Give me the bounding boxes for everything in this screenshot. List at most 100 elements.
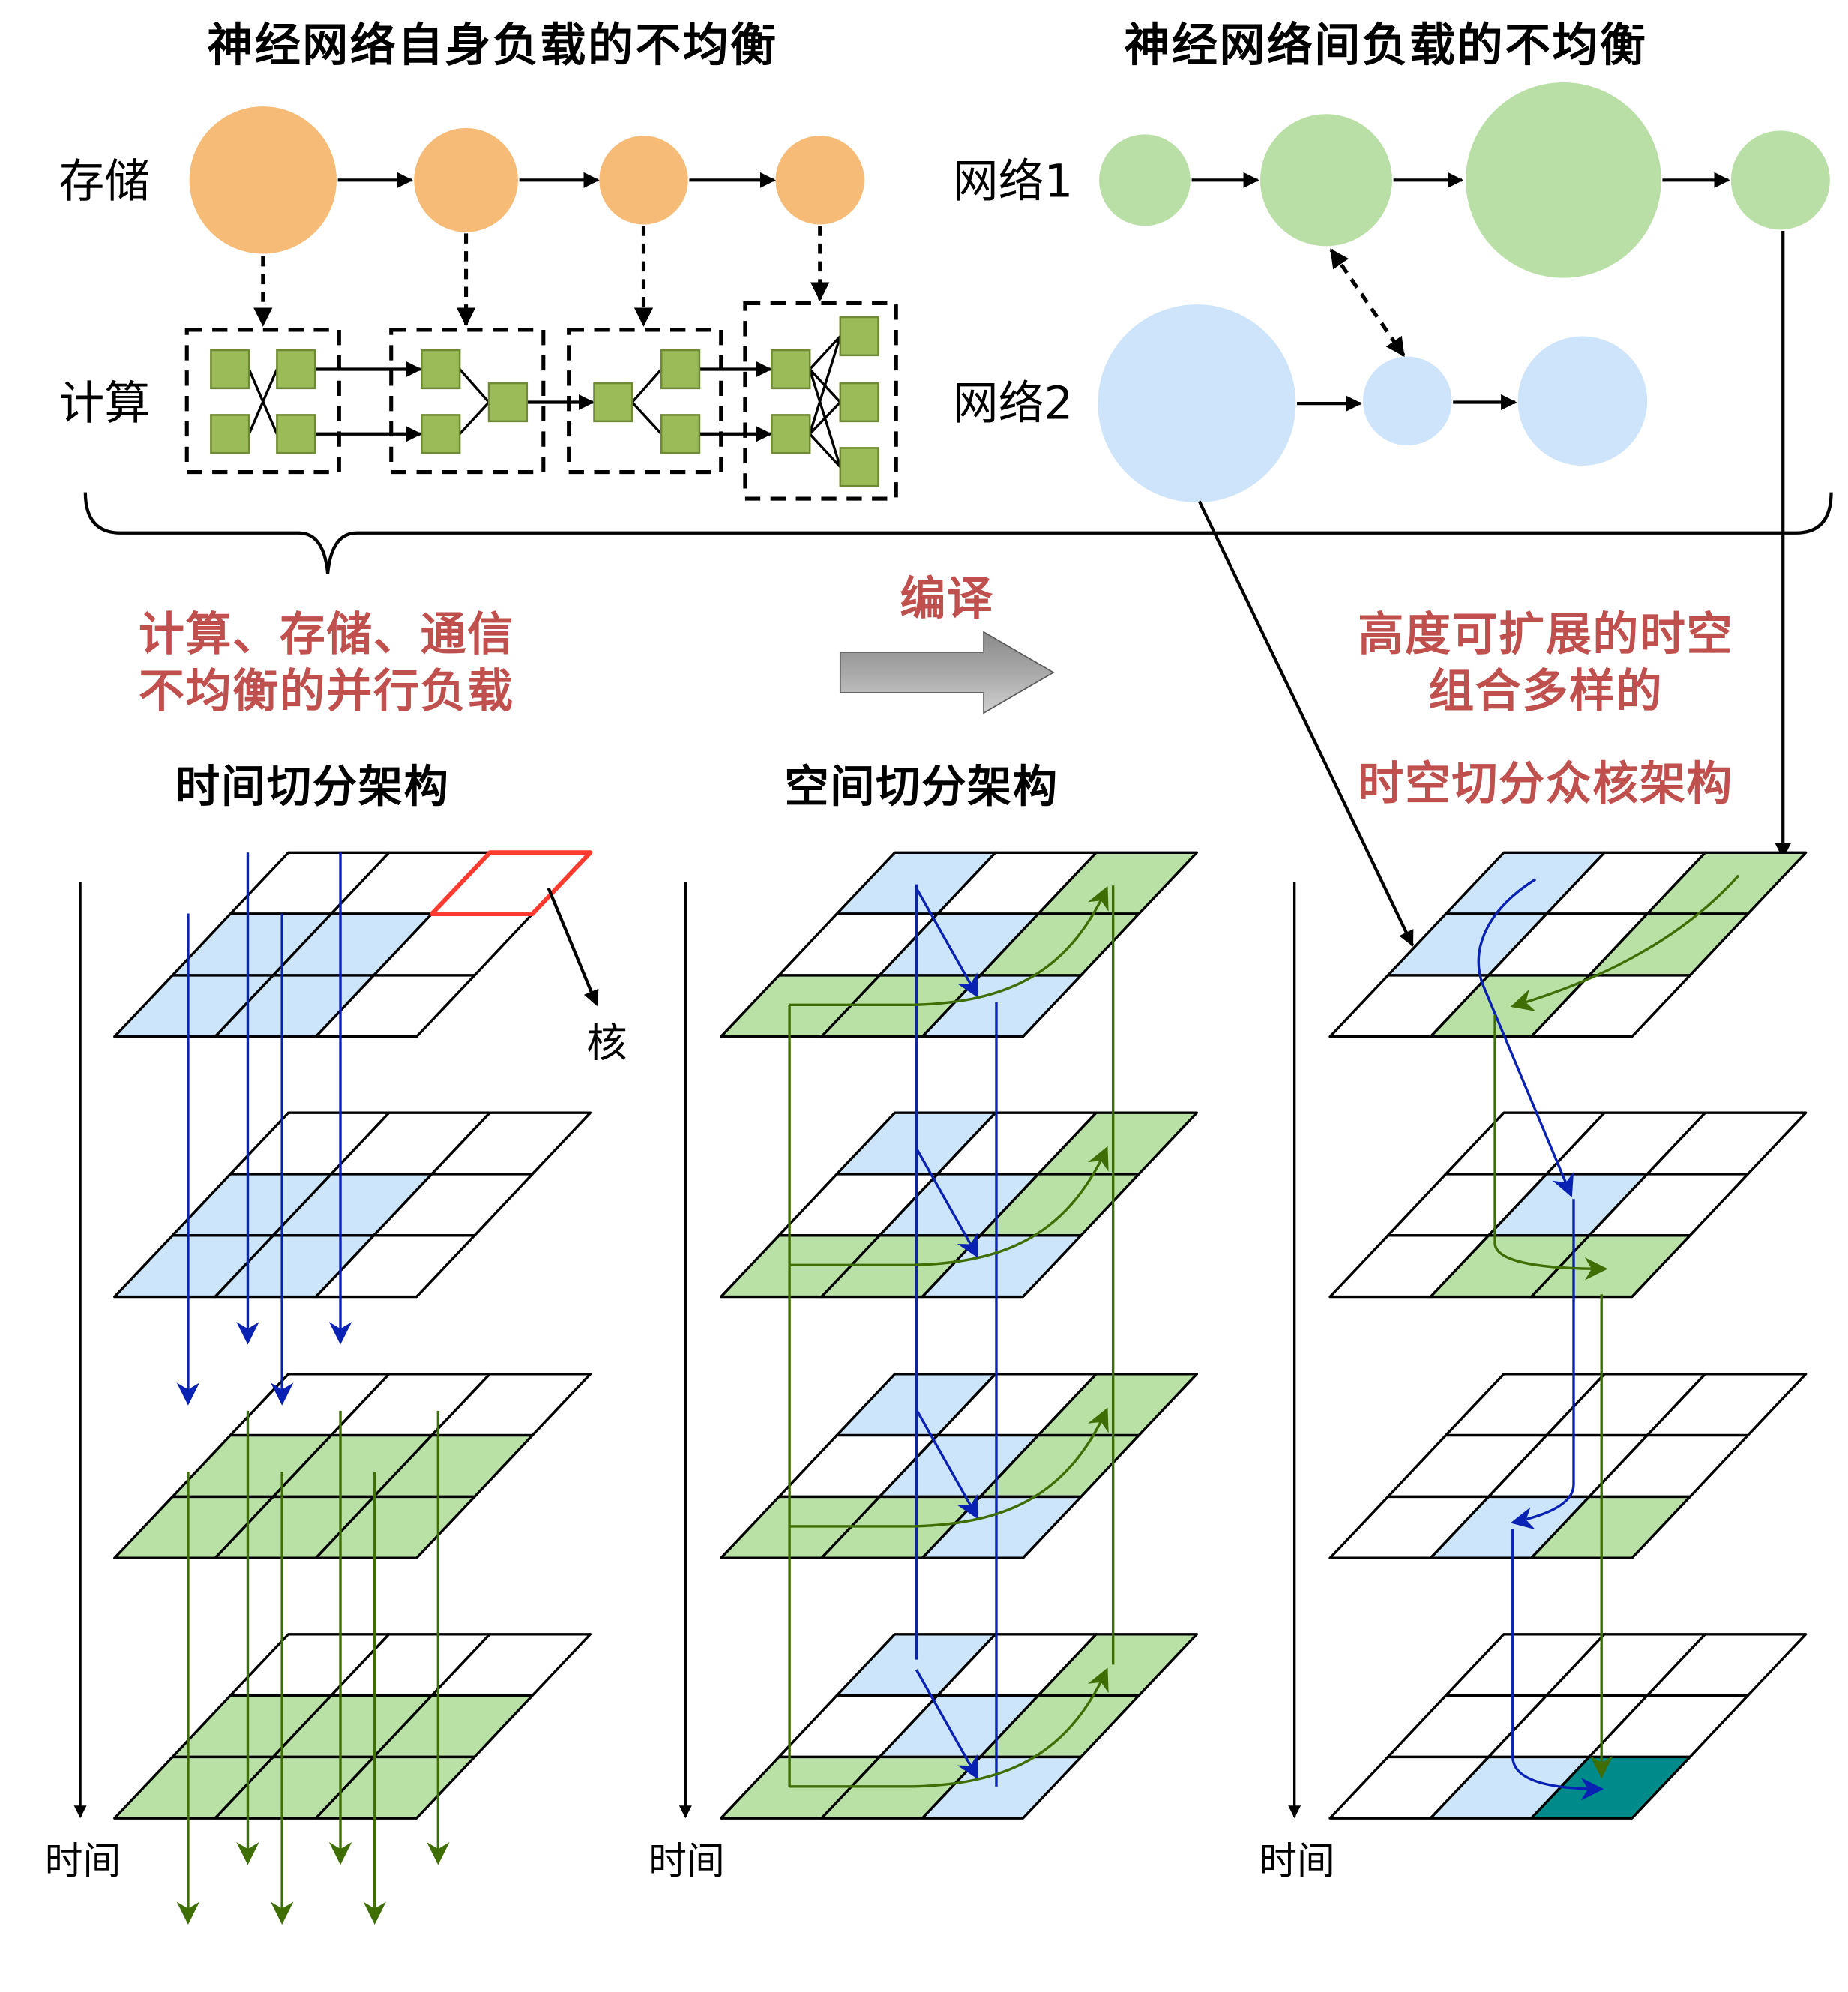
storage-node-4 [775,136,864,225]
compute-unit [487,382,529,423]
blue-flow-arrow [1511,1529,1604,1801]
compute-wire [631,401,663,435]
spatiotemporal-flows [1477,874,1740,1801]
green-flow-arrow [1493,1014,1608,1281]
core-label: 核 [586,1020,627,1067]
space-split-architecture-title: 空间切分架构 [784,761,1058,813]
green-flow-arrow [789,885,1109,1007]
blue-flow-arrow [915,1409,979,1520]
compute-unit [421,414,461,454]
network1-node-3 [1466,82,1661,278]
spatiotemporal-split-layer-2 [1328,1111,1808,1299]
inter-network-imbalance-title: 神经网络间负载的不均衡 [1125,19,1648,72]
green-flow-arrow [1510,874,1740,1011]
network1-node-2 [1259,114,1392,247]
compute-row-label: 计算 [58,376,150,430]
storage-node-2 [414,127,518,232]
compile-label: 编译 [900,572,993,625]
core-cell-r3-c3 [314,1755,476,1820]
green-flow-arrow [789,1146,1109,1266]
compute-wire [808,335,842,370]
compute-unit [276,349,316,390]
core-cell-r3-c3 [314,1495,476,1559]
compute-unit [593,382,633,423]
time-split-layer-3 [113,1373,592,1559]
core-cell-r3-c3 [1529,1234,1691,1299]
scalable-architecture-caption-line1: 高度可扩展的时空 [1358,607,1733,661]
blue-flow-arrow [915,1147,979,1259]
compile-arrow-icon [839,631,1055,714]
compute-wire [808,335,842,435]
core-cell-r3-c3 [921,974,1083,1038]
space-split-layer-3 [720,1373,1199,1559]
compute-unit [421,349,461,390]
core-cell-r3-c3 [314,1234,476,1299]
space-split-layer-4 [720,1633,1199,1820]
blue-flow-arrow [1510,1199,1575,1530]
compute-unit [660,414,701,454]
compute-unit [771,349,811,390]
highlighted-core-cell [429,850,593,916]
network2-node-1 [1098,304,1296,503]
core-cell-r3-c3 [1529,974,1691,1038]
network1-node-1 [1099,134,1191,226]
core-cell-r3-c3 [921,1755,1083,1820]
compute-unit [839,447,879,487]
storage-row-label: 存储 [58,154,150,208]
core-cell-r3-c3 [1529,1755,1691,1820]
compute-wire [458,368,490,403]
compute-unit [839,316,879,357]
compute-wire [247,368,278,435]
space-split-layer-2 [720,1111,1199,1299]
imbalanced-load-caption-line2: 不均衡的并行负载 [139,665,514,718]
compute-unit [276,414,316,454]
storage-to-compute-mapping [253,226,830,327]
network1-nodes [1099,82,1830,278]
core-cell-r3-c3 [314,974,476,1038]
time-split-layer-1 [113,851,592,1038]
compute-block-box-1 [184,328,341,475]
network2-nodes [1098,304,1648,503]
time-split-layer-4 [113,1633,592,1820]
blue-flow-arrow [1477,878,1574,1198]
storage-nodes [189,106,864,254]
time-split-architecture-title: 时间切分架构 [175,761,449,813]
network1-node-4 [1730,130,1830,230]
compute-block-box-4 [743,301,898,501]
grouping-brace [83,492,1833,574]
compute-unit [771,414,811,454]
time-split-flows [176,852,450,1925]
network2-label: 网络2 [953,376,1074,430]
network2-to-architecture-arrow [1197,500,1414,947]
time-axis-label: 时间 [45,1839,121,1883]
core-pointer-arrow [547,887,599,1007]
time-split-layer-2 [113,1111,592,1299]
imbalanced-load-caption-line1: 计算、存储、通信 [139,607,514,661]
network1-label: 网络1 [953,154,1074,208]
spatiotemporal-split-layer-3 [1328,1373,1808,1559]
compute-unit [660,349,701,390]
core-cell-r3-c3 [921,1234,1083,1299]
compute-blocks [184,301,898,501]
network2-node-3 [1517,336,1648,466]
compute-unit [839,382,879,423]
core-cell-r3-c3 [1529,1495,1691,1559]
scalable-architecture-caption-line2: 组合多样的 [1428,665,1663,718]
space-split-layer-1 [720,851,1199,1038]
compute-unit [210,349,250,390]
compute-wire [808,433,842,468]
core-cell-r3-c3 [921,1495,1083,1559]
compute-block-box-2 [389,328,546,475]
storage-node-1 [189,106,337,254]
blue-flow-arrow [915,1669,979,1780]
green-flow-arrow [789,1667,1109,1788]
compute-wire [458,401,490,435]
compute-wire [630,368,663,403]
spatiotemporal-split-layer-1 [1328,851,1808,1038]
space-split-flows [788,884,1115,1788]
storage-node-3 [599,136,688,225]
compute-wire [808,401,842,435]
green-flow-arrow [789,1407,1109,1528]
spatiotemporal-architecture-title: 时空切分众核架构 [1358,757,1733,810]
